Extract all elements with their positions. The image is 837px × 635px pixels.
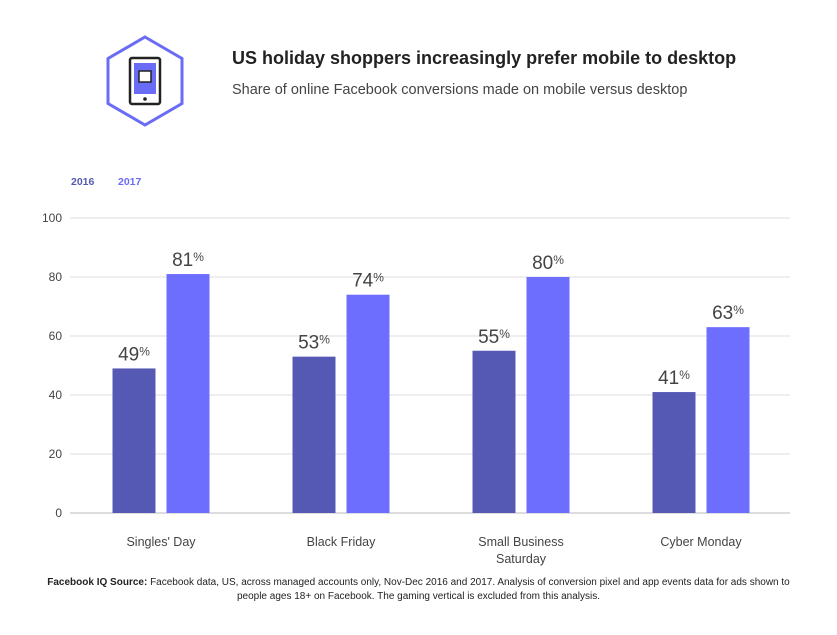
x-tick-label: Saturday xyxy=(496,552,547,566)
legend-entry-2017: 2017 xyxy=(118,176,142,188)
chart-subtitle: Share of online Facebook conversions mad… xyxy=(232,82,688,98)
data-label: 63% xyxy=(712,303,744,324)
bar-2017-2 xyxy=(526,277,570,513)
source-footnote: Facebook IQ Source: Facebook data, US, a… xyxy=(40,576,797,604)
x-tick-label: Cyber Monday xyxy=(660,535,742,549)
data-label: 80% xyxy=(532,253,564,274)
bar-2016-2 xyxy=(472,350,516,513)
data-label: 49% xyxy=(118,344,150,365)
data-label: 41% xyxy=(658,368,690,389)
bar-chart: 2016 2017 0 20 40 60 80 100 49% 81% Singles' Day 53… xyxy=(42,176,790,566)
legend-entry-2016: 2016 xyxy=(71,176,95,188)
mobile-phone-hexagon-icon xyxy=(106,35,184,127)
bar-2017-0 xyxy=(166,274,210,513)
x-tick-label: Black Friday xyxy=(307,535,377,549)
y-tick-label: 100 xyxy=(42,211,62,225)
bar-2017-1 xyxy=(346,294,390,513)
y-tick-label: 80 xyxy=(49,270,63,284)
source-text: Facebook data, US, across managed accoun… xyxy=(150,577,790,602)
y-tick-label: 20 xyxy=(49,447,63,461)
bar-2016-3 xyxy=(652,392,696,513)
bar-2017-3 xyxy=(706,327,750,513)
y-tick-label: 60 xyxy=(49,329,63,343)
x-tick-label: Singles' Day xyxy=(126,535,196,549)
y-tick-label: 40 xyxy=(49,388,63,402)
bar-2016-0 xyxy=(112,368,156,513)
data-label: 74% xyxy=(352,271,384,292)
data-label: 53% xyxy=(298,333,330,354)
source-label: Facebook IQ Source: xyxy=(47,577,148,588)
chart-title: US holiday shoppers increasingly prefer … xyxy=(232,48,737,68)
bar-2016-1 xyxy=(292,356,336,513)
data-label: 55% xyxy=(478,327,510,348)
data-label: 81% xyxy=(172,250,204,271)
y-tick-label: 0 xyxy=(55,506,62,520)
x-tick-label: Small Business xyxy=(478,535,563,549)
